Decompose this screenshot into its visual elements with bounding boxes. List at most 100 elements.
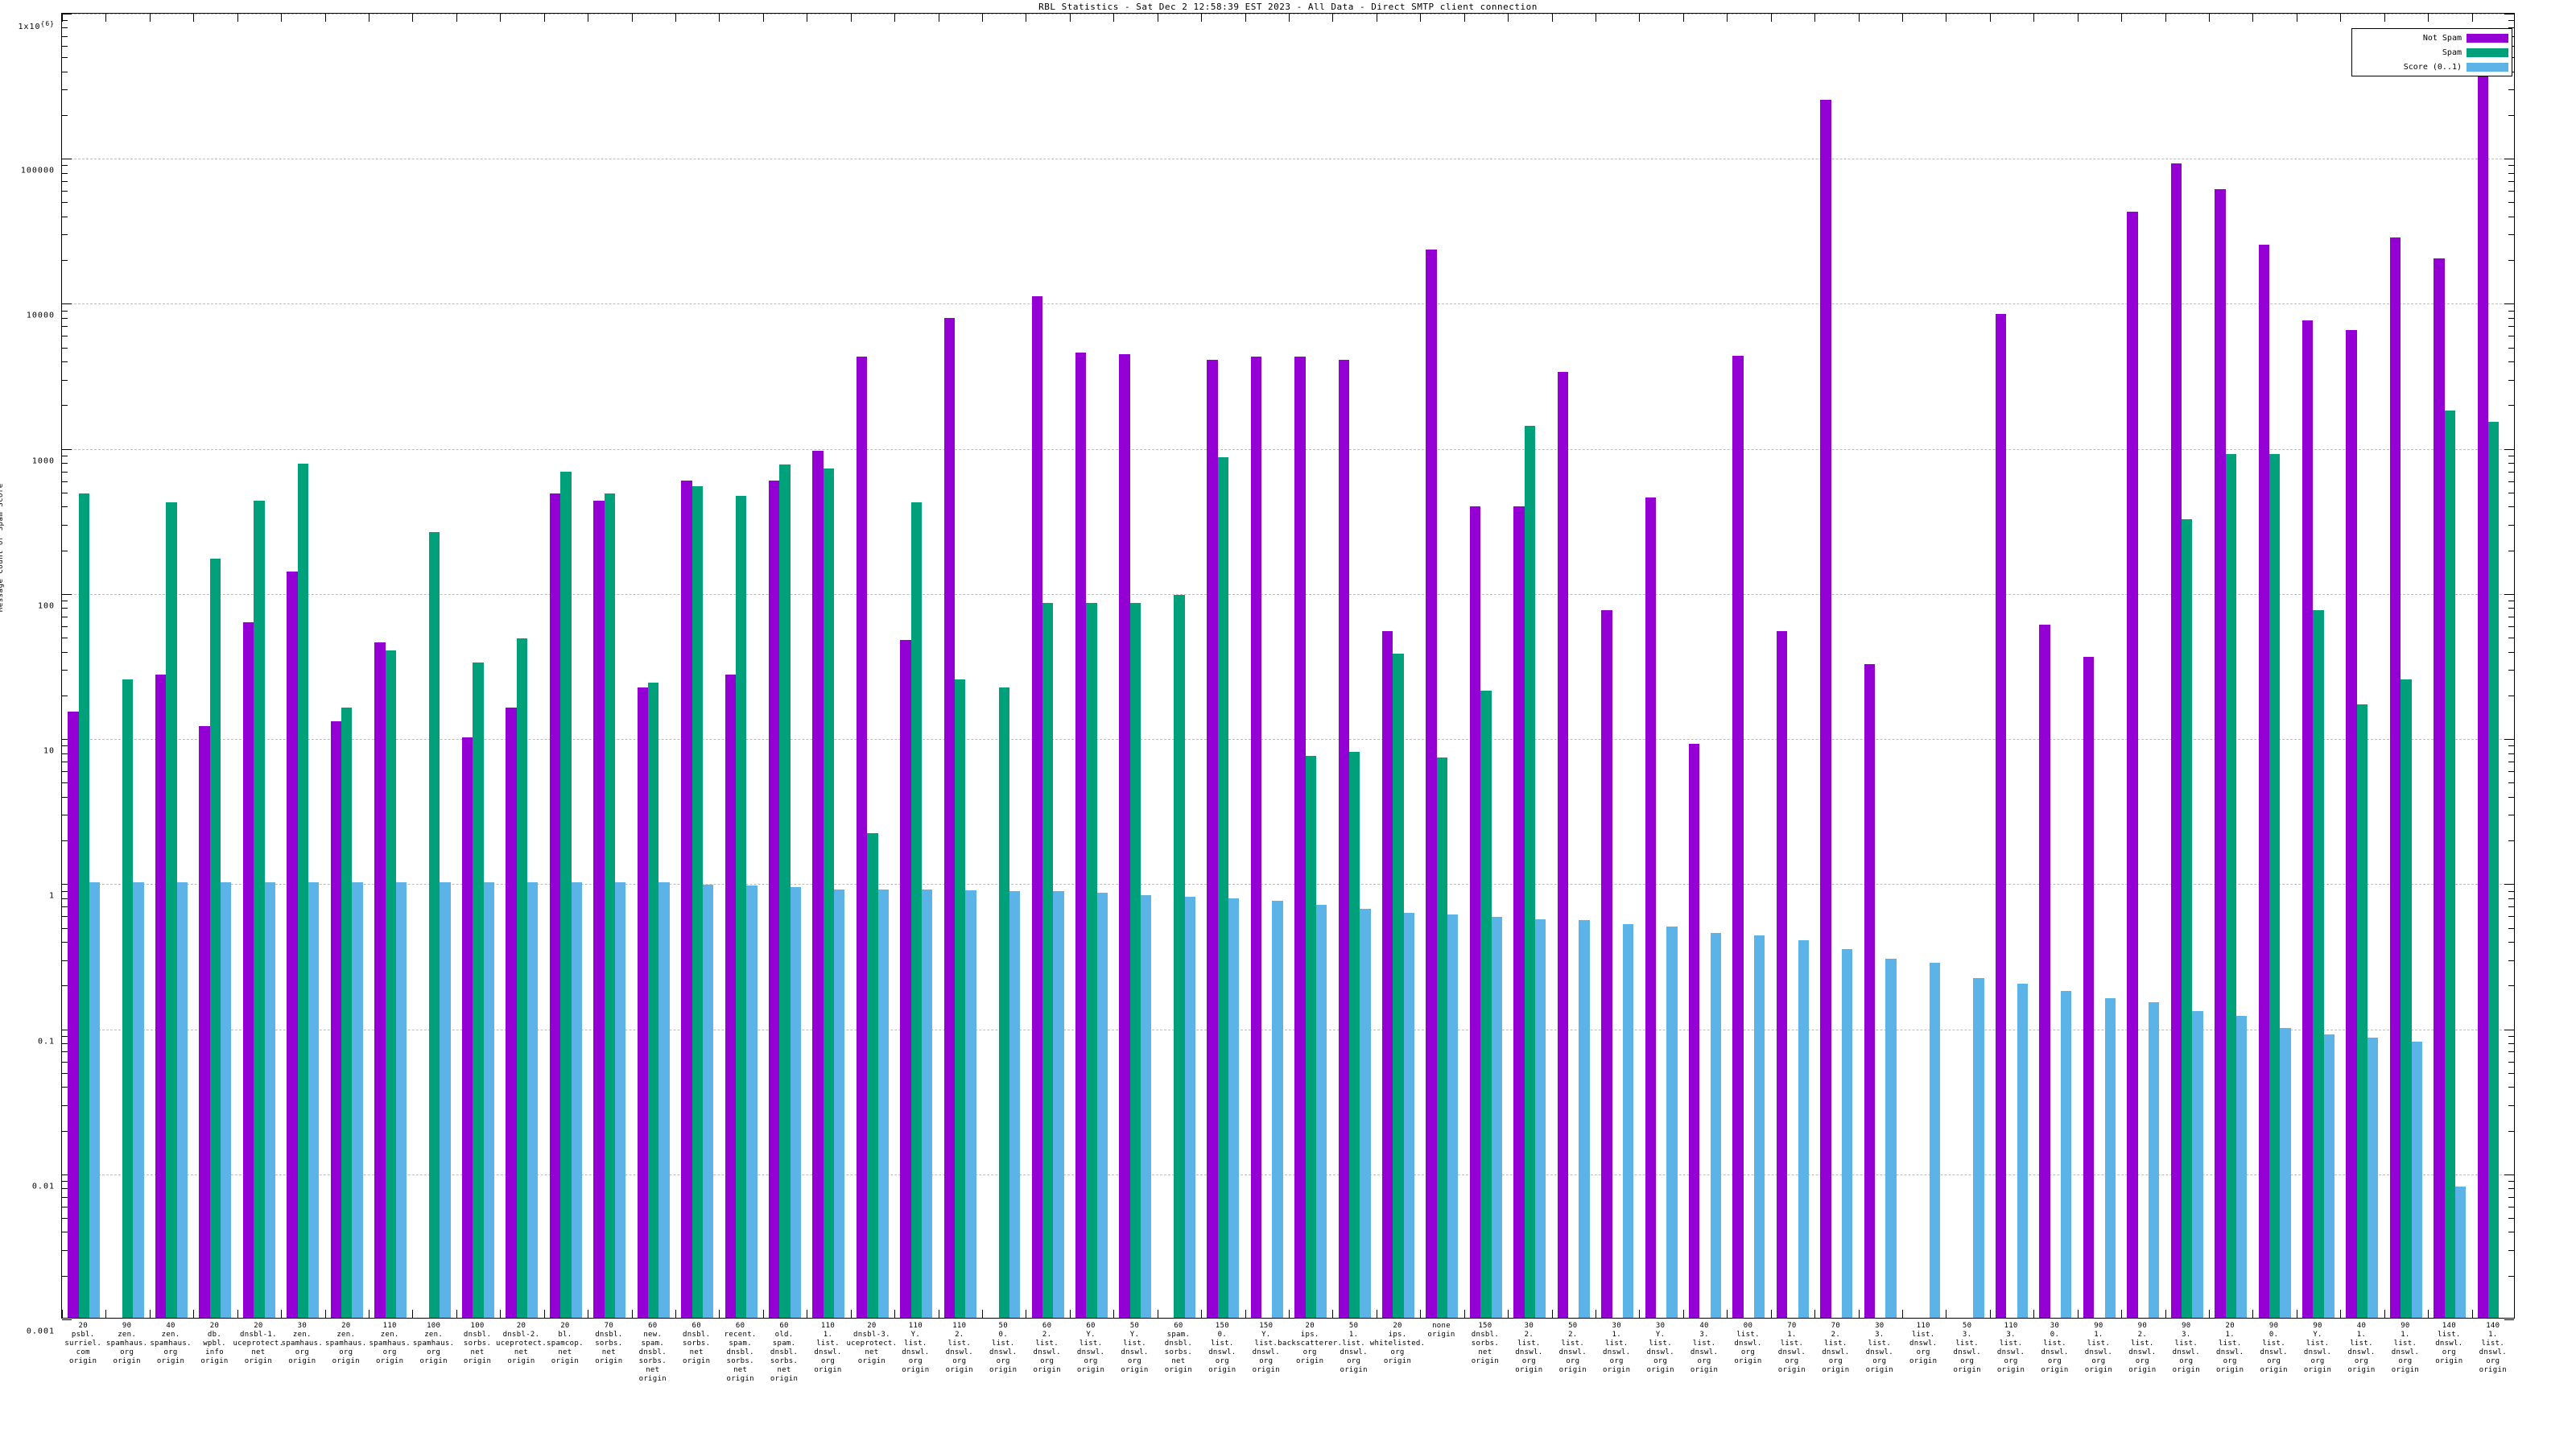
bar-group <box>1158 14 1201 1318</box>
bar-score <box>1973 977 1984 1318</box>
bar-not-spam <box>637 687 649 1318</box>
x-tick <box>149 1310 151 1318</box>
bar-not-spam <box>856 357 868 1318</box>
x-tick-top <box>2209 14 2210 22</box>
x-tick <box>1069 1310 1071 1318</box>
x-tick-label: 50 3. list. dnswl. org origin <box>1953 1322 1981 1374</box>
y-tick-minor <box>62 361 68 363</box>
bar-group <box>982 14 1026 1318</box>
y-tick <box>62 1319 72 1320</box>
y-tick-minor <box>62 1206 68 1208</box>
y-tick-minor <box>62 347 68 349</box>
bar-not-spam <box>1864 664 1876 1318</box>
bar-spam <box>2182 518 2193 1318</box>
y-tick-label: 0.1 <box>37 1037 55 1046</box>
bar-group <box>1245 14 1289 1318</box>
y-tick-label: 0.001 <box>26 1327 55 1336</box>
y-tick-minor-right <box>2508 27 2514 29</box>
y-tick-minor <box>62 260 68 262</box>
y-tick-minor-right <box>2508 310 2514 312</box>
bar-spam <box>122 679 134 1318</box>
y-tick-minor-right <box>2508 524 2514 526</box>
x-tick <box>2209 1310 2210 1318</box>
y-tick-label: 1000 <box>31 456 55 466</box>
y-tick-minor <box>62 927 68 929</box>
y-tick-label: 100 <box>37 601 55 611</box>
bar-not-spam <box>2170 163 2182 1318</box>
x-tick <box>500 1310 502 1318</box>
y-tick-minor-right <box>2508 191 2514 192</box>
y-tick-minor <box>62 89 68 91</box>
x-tick-label: 20 zen. spamhaus. org origin <box>325 1322 367 1365</box>
x-tick-top <box>1858 14 1860 22</box>
y-tick-minor <box>62 481 68 482</box>
bar-score <box>1447 914 1459 1318</box>
bar-not-spam <box>812 450 824 1318</box>
bar-not-spam <box>330 720 342 1318</box>
y-tick-minor <box>62 234 68 236</box>
bar-spam <box>1217 457 1228 1318</box>
bar-group <box>851 14 894 1318</box>
bar-score <box>877 889 889 1318</box>
bar-score <box>2411 1042 2422 1318</box>
gridline <box>62 593 2514 595</box>
x-tick <box>1463 1310 1465 1318</box>
y-tick-minor-right <box>2508 1104 2514 1106</box>
x-tick-label: 60 dnsbl. sorbs. net origin <box>683 1322 711 1365</box>
x-tick-top <box>1727 14 1728 22</box>
y-tick-minor-right <box>2508 1218 2514 1220</box>
bar-group <box>1377 14 1420 1318</box>
bar-group <box>939 14 982 1318</box>
x-tick-label: 50 1. list. dnswl. org origin <box>1340 1322 1368 1374</box>
y-tick-minor <box>62 165 68 167</box>
bar-not-spam <box>462 737 473 1318</box>
y-tick-minor-right <box>2508 1087 2514 1088</box>
y-tick-label: 1x10{6} <box>18 19 55 32</box>
bar-not-spam <box>1513 506 1525 1318</box>
bar-group <box>2078 14 2121 1318</box>
bar-score <box>790 887 802 1318</box>
x-tick <box>1858 1310 1860 1318</box>
x-tick-label: 100 dnsbl. sorbs. net origin <box>463 1322 492 1365</box>
bar-not-spam <box>1732 355 1744 1318</box>
legend-item-spam: Spam <box>2355 45 2508 60</box>
x-tick-label: 110 1. list. dnswl. org origin <box>814 1322 842 1374</box>
x-tick <box>1902 1310 1903 1318</box>
legend-swatch-spam <box>2467 47 2508 57</box>
x-tick-top <box>1551 14 1553 22</box>
y-tick-minor-right <box>2508 202 2514 204</box>
y-tick-minor-right <box>2508 1051 2514 1053</box>
x-tick <box>762 1310 764 1318</box>
y-tick-label: 1 <box>48 891 55 901</box>
bar-score <box>1053 891 1064 1318</box>
bar-score <box>1842 948 1853 1318</box>
y-tick-minor-right <box>2508 347 2514 349</box>
bar-not-spam <box>199 725 210 1318</box>
x-tick <box>2077 1310 2079 1318</box>
x-tick-top <box>412 14 414 22</box>
y-tick-minor <box>62 1043 68 1045</box>
bar-group <box>544 14 588 1318</box>
y-tick-minor <box>62 405 68 407</box>
y-tick-minor <box>62 326 68 328</box>
bar-not-spam <box>900 639 911 1318</box>
x-tick <box>1551 1310 1553 1318</box>
y-tick-minor-right <box>2508 916 2514 918</box>
y-tick-minor <box>62 45 68 47</box>
bar-score <box>702 884 714 1318</box>
bar-not-spam <box>2302 320 2314 1318</box>
x-tick-label: 150 dnsbl. sorbs. net origin <box>1471 1322 1500 1365</box>
y-tick-minor <box>62 1250 68 1251</box>
y-tick-minor <box>62 172 68 174</box>
y-tick <box>62 884 72 886</box>
bar-spam <box>1524 426 1535 1318</box>
y-tick-minor <box>62 1218 68 1220</box>
x-tick <box>237 1310 238 1318</box>
y-tick-right <box>2504 1174 2514 1175</box>
y-tick-minor <box>62 745 68 747</box>
y-tick-minor <box>62 1104 68 1106</box>
bar-score <box>571 882 582 1318</box>
y-tick-minor <box>62 840 68 842</box>
y-tick-minor-right <box>2508 114 2514 116</box>
bar-not-spam <box>1557 372 1569 1318</box>
